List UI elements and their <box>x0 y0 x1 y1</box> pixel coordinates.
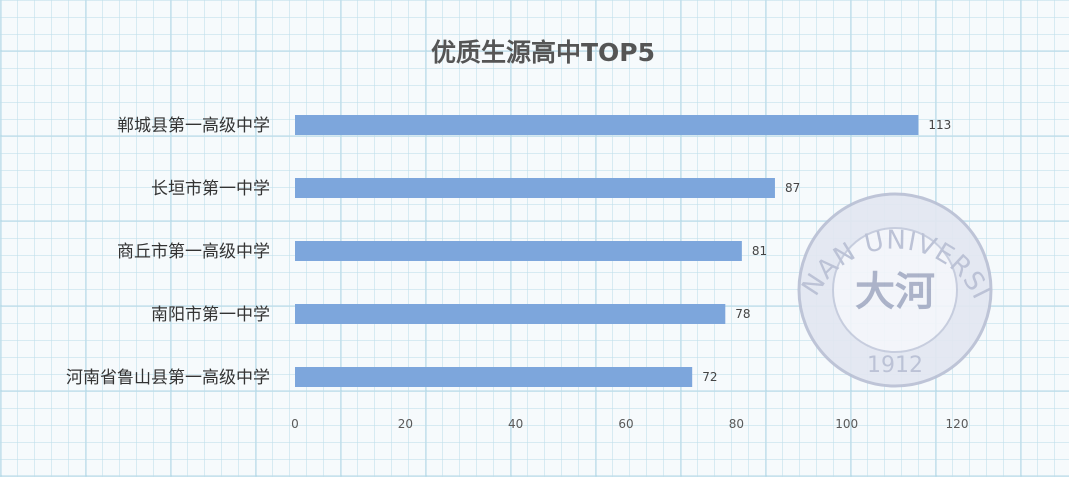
value-label: 72 <box>702 370 717 384</box>
seal-year-text: 1912 <box>867 353 923 378</box>
x-tick-label: 80 <box>729 417 744 431</box>
value-labels: 113 87 81 78 72 <box>702 118 951 384</box>
bar <box>295 367 693 387</box>
seal-center-text: 大河 <box>855 269 935 315</box>
chart-title: 优质生源高中TOP5 <box>431 38 655 67</box>
bar <box>295 304 726 324</box>
category-label: 长垣市第一中学 <box>151 179 270 199</box>
category-label: 商丘市第一高级中学 <box>117 242 270 262</box>
value-label: 81 <box>752 244 767 258</box>
bar <box>295 241 742 261</box>
x-tick-label: 60 <box>618 417 633 431</box>
category-label: 南阳市第一中学 <box>151 305 270 325</box>
category-label: 河南省鲁山县第一高级中学 <box>66 368 270 388</box>
value-label: 78 <box>735 307 750 321</box>
bars-group <box>295 115 919 387</box>
x-tick-label: 100 <box>835 417 858 431</box>
category-labels: 郸城县第一高级中学长垣市第一中学商丘市第一高级中学南阳市第一中学河南省鲁山县第一… <box>66 116 270 388</box>
x-tick-label: 40 <box>508 417 523 431</box>
x-tick-label: 120 <box>946 417 969 431</box>
bar <box>295 178 775 198</box>
value-label: 113 <box>928 118 951 132</box>
category-label: 郸城县第一高级中学 <box>117 116 270 136</box>
x-axis-ticks: 0 20 40 60 80 100 120 <box>291 417 968 431</box>
value-label: 87 <box>785 181 800 195</box>
x-tick-label: 20 <box>398 417 413 431</box>
bar <box>295 115 919 135</box>
x-tick-label: 0 <box>291 417 299 431</box>
